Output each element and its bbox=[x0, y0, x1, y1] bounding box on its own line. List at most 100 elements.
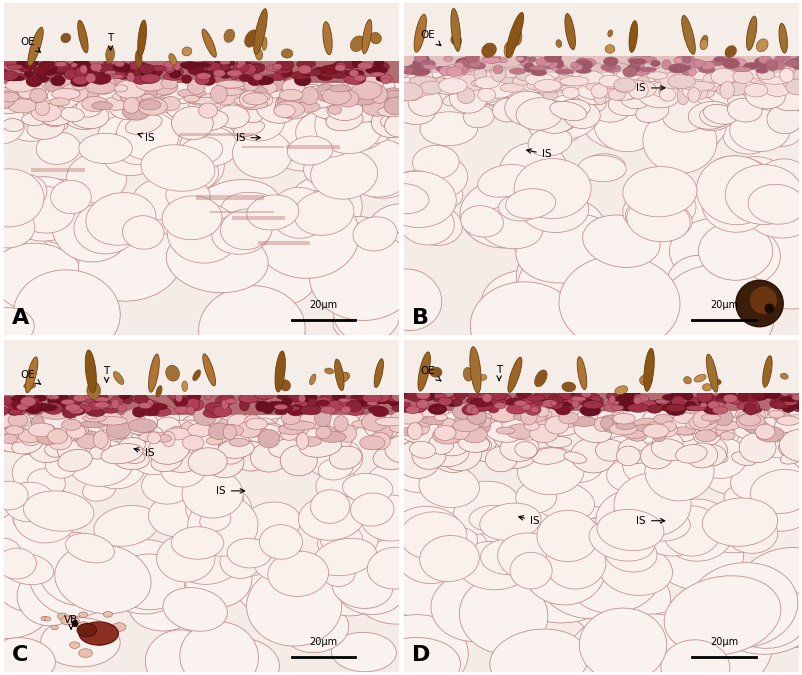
Ellipse shape bbox=[683, 80, 711, 94]
Ellipse shape bbox=[184, 547, 252, 608]
Ellipse shape bbox=[301, 405, 319, 412]
Ellipse shape bbox=[500, 83, 524, 92]
Ellipse shape bbox=[764, 389, 780, 399]
Ellipse shape bbox=[85, 81, 115, 94]
Ellipse shape bbox=[753, 391, 763, 399]
Ellipse shape bbox=[647, 421, 673, 429]
Ellipse shape bbox=[0, 88, 18, 98]
Ellipse shape bbox=[622, 431, 645, 438]
Ellipse shape bbox=[59, 79, 85, 88]
Ellipse shape bbox=[342, 373, 350, 379]
Ellipse shape bbox=[299, 419, 340, 450]
Ellipse shape bbox=[351, 81, 382, 99]
Ellipse shape bbox=[143, 399, 153, 408]
Ellipse shape bbox=[167, 203, 240, 263]
Ellipse shape bbox=[62, 64, 83, 75]
Ellipse shape bbox=[331, 632, 396, 672]
Ellipse shape bbox=[175, 393, 182, 402]
Ellipse shape bbox=[463, 367, 472, 381]
Ellipse shape bbox=[749, 286, 776, 315]
Ellipse shape bbox=[205, 402, 224, 413]
Ellipse shape bbox=[659, 409, 702, 431]
Ellipse shape bbox=[682, 60, 696, 65]
Ellipse shape bbox=[461, 59, 476, 68]
Ellipse shape bbox=[8, 408, 21, 415]
Bar bbox=[404, 57, 798, 335]
Ellipse shape bbox=[650, 439, 686, 461]
Ellipse shape bbox=[658, 423, 676, 437]
Ellipse shape bbox=[468, 506, 516, 531]
Ellipse shape bbox=[47, 87, 71, 104]
Ellipse shape bbox=[282, 79, 304, 95]
Ellipse shape bbox=[71, 407, 85, 415]
Ellipse shape bbox=[137, 404, 180, 436]
Ellipse shape bbox=[569, 416, 597, 427]
Ellipse shape bbox=[727, 92, 754, 107]
Ellipse shape bbox=[602, 78, 614, 92]
Ellipse shape bbox=[332, 61, 347, 71]
Ellipse shape bbox=[688, 415, 717, 431]
Ellipse shape bbox=[192, 441, 219, 457]
Ellipse shape bbox=[360, 399, 372, 409]
Ellipse shape bbox=[154, 436, 191, 454]
Ellipse shape bbox=[586, 400, 602, 408]
Ellipse shape bbox=[454, 414, 485, 428]
Ellipse shape bbox=[435, 527, 488, 561]
Ellipse shape bbox=[228, 99, 284, 141]
Ellipse shape bbox=[478, 416, 490, 433]
Ellipse shape bbox=[181, 381, 188, 392]
Ellipse shape bbox=[235, 551, 324, 618]
Ellipse shape bbox=[253, 9, 267, 55]
Ellipse shape bbox=[540, 389, 553, 399]
Ellipse shape bbox=[497, 394, 512, 406]
Ellipse shape bbox=[788, 65, 802, 81]
Ellipse shape bbox=[693, 59, 704, 67]
Ellipse shape bbox=[0, 538, 21, 567]
Ellipse shape bbox=[633, 55, 650, 63]
Ellipse shape bbox=[660, 121, 713, 153]
Ellipse shape bbox=[767, 60, 777, 71]
Ellipse shape bbox=[328, 432, 351, 450]
Ellipse shape bbox=[187, 442, 222, 468]
Ellipse shape bbox=[398, 427, 425, 436]
Ellipse shape bbox=[177, 89, 205, 98]
Ellipse shape bbox=[630, 56, 642, 65]
Ellipse shape bbox=[747, 184, 802, 224]
Bar bbox=[31, 167, 84, 172]
Ellipse shape bbox=[53, 65, 67, 76]
Ellipse shape bbox=[722, 115, 775, 154]
Ellipse shape bbox=[685, 420, 716, 430]
Ellipse shape bbox=[160, 450, 206, 487]
Ellipse shape bbox=[666, 402, 677, 411]
Ellipse shape bbox=[659, 499, 734, 561]
Ellipse shape bbox=[165, 82, 195, 104]
Ellipse shape bbox=[492, 395, 511, 404]
Ellipse shape bbox=[549, 399, 562, 410]
Ellipse shape bbox=[372, 444, 415, 470]
Ellipse shape bbox=[18, 415, 45, 437]
Ellipse shape bbox=[502, 69, 518, 78]
Ellipse shape bbox=[643, 348, 654, 392]
Ellipse shape bbox=[102, 408, 118, 413]
Ellipse shape bbox=[333, 300, 393, 341]
Ellipse shape bbox=[146, 401, 160, 411]
Ellipse shape bbox=[645, 80, 681, 104]
Ellipse shape bbox=[233, 62, 249, 72]
Ellipse shape bbox=[477, 417, 491, 427]
Ellipse shape bbox=[562, 87, 578, 99]
Ellipse shape bbox=[438, 435, 481, 470]
Ellipse shape bbox=[618, 87, 636, 100]
Ellipse shape bbox=[415, 423, 429, 434]
Ellipse shape bbox=[158, 450, 199, 472]
Ellipse shape bbox=[503, 406, 537, 427]
Ellipse shape bbox=[131, 423, 163, 439]
Text: 20μm: 20μm bbox=[309, 637, 337, 647]
Ellipse shape bbox=[401, 67, 411, 74]
Ellipse shape bbox=[68, 439, 133, 487]
Ellipse shape bbox=[280, 379, 290, 391]
Ellipse shape bbox=[51, 394, 59, 400]
Ellipse shape bbox=[180, 62, 200, 69]
Ellipse shape bbox=[235, 65, 256, 71]
Ellipse shape bbox=[700, 451, 767, 495]
Ellipse shape bbox=[29, 404, 51, 409]
